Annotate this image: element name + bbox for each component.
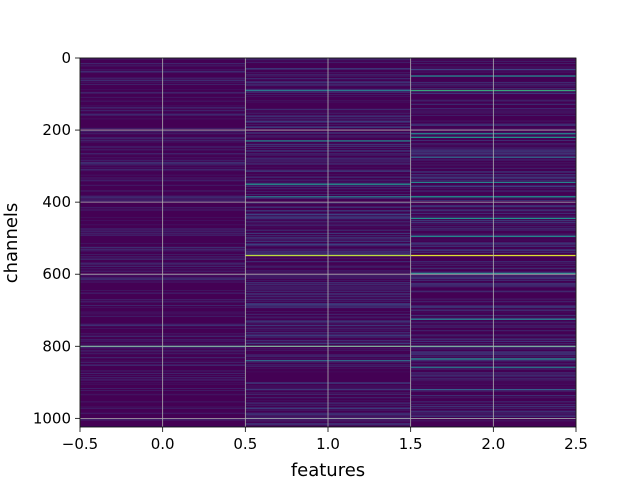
x-tick-label: 2.0 (481, 435, 505, 453)
y-axis: 0 200 400 600 800 1000 (33, 49, 80, 427)
y-tick-label: 0 (61, 49, 71, 67)
x-tick-label: −0.5 (62, 435, 98, 453)
y-tick-label: 800 (42, 337, 71, 355)
x-tick-label: 0.0 (151, 435, 175, 453)
y-axis-label: channels (1, 203, 22, 284)
y-tick-label: 400 (42, 193, 71, 211)
x-axis-label: features (291, 460, 365, 480)
x-tick-label: 1.5 (399, 435, 423, 453)
x-tick-label: 2.5 (564, 435, 588, 453)
x-tick-label: 0.5 (233, 435, 257, 453)
y-tick-label: 1000 (33, 409, 71, 427)
y-tick-label: 600 (42, 265, 71, 283)
y-tick-label: 200 (42, 121, 71, 139)
x-axis: −0.5 0.0 0.5 1.0 1.5 2.0 2.5 (62, 427, 588, 453)
x-tick-label: 1.0 (316, 435, 340, 453)
